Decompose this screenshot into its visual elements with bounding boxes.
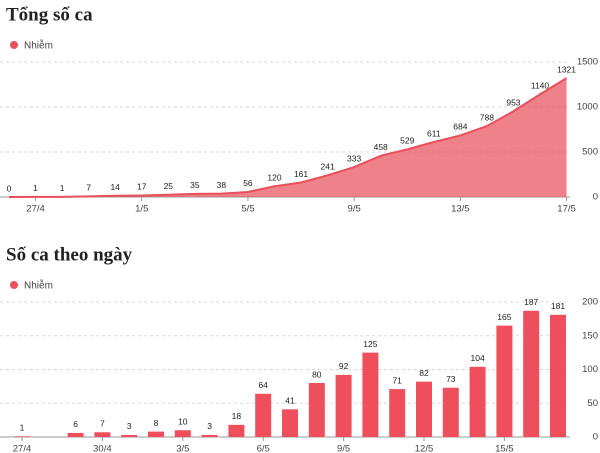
bar — [282, 409, 298, 437]
bar — [362, 352, 379, 437]
data-label: 1 — [20, 423, 25, 433]
data-label: 458 — [374, 142, 388, 152]
data-label: 71 — [392, 375, 402, 385]
data-label: 10 — [178, 417, 188, 427]
data-label: 788 — [480, 112, 494, 122]
x-tick-label: 27/4 — [26, 204, 45, 215]
data-label: 6 — [73, 419, 78, 429]
data-label: 3 — [127, 421, 132, 431]
data-label: 0 — [7, 183, 12, 193]
data-label: 80 — [312, 369, 322, 379]
bar — [255, 393, 272, 437]
data-label: 161 — [294, 169, 308, 179]
bar — [174, 430, 191, 437]
x-tick-label: 15/5 — [495, 444, 514, 453]
bar — [14, 436, 30, 437]
x-tick-label: 30/4 — [93, 444, 112, 453]
x-tick-label: 27/4 — [13, 444, 32, 453]
data-label: 1321 — [557, 64, 576, 74]
chart-title: Số ca theo ngày — [6, 244, 133, 265]
x-tick-label: 12/5 — [415, 444, 434, 453]
y-tick-label: 50 — [587, 398, 598, 409]
bar — [335, 374, 352, 437]
x-tick-label: 3/5 — [176, 444, 189, 453]
bar — [121, 434, 138, 437]
bar — [496, 325, 513, 437]
legend-marker — [10, 281, 18, 289]
x-tick-label: 6/5 — [257, 444, 270, 453]
y-tick-label: 100 — [582, 364, 598, 375]
data-label: 181 — [551, 301, 565, 311]
data-label: 64 — [258, 380, 268, 390]
bar — [148, 431, 164, 437]
line — [8, 77, 568, 198]
x-tick-label: 9/5 — [348, 204, 361, 215]
y-tick-label: 1500 — [577, 57, 598, 68]
data-label: 56 — [243, 178, 253, 188]
data-label: 7 — [100, 419, 105, 429]
area — [9, 78, 567, 197]
data-label: 684 — [453, 122, 467, 132]
data-label: 1 — [60, 183, 65, 193]
y-tick-label: 1000 — [577, 102, 598, 113]
y-tick-label: 200 — [582, 297, 598, 308]
legend-marker — [10, 41, 18, 49]
data-label: 7 — [86, 183, 91, 193]
data-label: 104 — [471, 353, 485, 363]
data-label: 953 — [506, 97, 520, 107]
y-tick-label: 500 — [582, 147, 598, 158]
data-label: 38 — [217, 180, 227, 190]
bar — [228, 424, 245, 437]
x-tick-label: 5/5 — [241, 204, 254, 215]
bar — [94, 432, 111, 437]
bar — [416, 381, 432, 437]
data-label: 120 — [267, 172, 281, 182]
data-label: 25 — [164, 181, 174, 191]
x-tick-label: 9/5 — [337, 444, 350, 453]
bar — [67, 432, 84, 437]
bar — [442, 387, 459, 437]
data-label: 1 — [33, 183, 38, 193]
data-label: 73 — [446, 374, 456, 384]
data-label: 187 — [524, 297, 538, 307]
data-label: 165 — [497, 312, 511, 322]
data-label: 8 — [154, 418, 159, 428]
legend-label: Nhiễm — [24, 39, 53, 52]
y-tick-label: 0 — [593, 432, 598, 443]
data-label: 125 — [363, 339, 377, 349]
data-label: 611 — [427, 128, 441, 138]
data-label: 1140 — [531, 81, 550, 91]
data-label: 241 — [321, 162, 335, 172]
data-label: 18 — [232, 411, 242, 421]
data-label: 35 — [190, 180, 200, 190]
data-label: 82 — [419, 368, 429, 378]
bar — [550, 314, 566, 437]
x-tick-label: 1/5 — [135, 204, 148, 215]
legend-label: Nhiễm — [24, 279, 53, 292]
y-tick-label: 150 — [582, 330, 598, 341]
bar — [469, 366, 486, 437]
y-tick-label: 0 — [593, 192, 598, 203]
data-label: 529 — [400, 136, 414, 146]
bar — [523, 310, 540, 437]
data-label: 17 — [137, 182, 147, 192]
bar — [389, 389, 406, 437]
data-label: 41 — [285, 396, 295, 406]
x-tick-label: 17/5 — [557, 204, 576, 215]
bar — [201, 434, 218, 437]
data-label: 333 — [347, 153, 361, 163]
data-label: 14 — [110, 182, 120, 192]
data-label: 92 — [339, 361, 349, 371]
x-tick-label: 13/5 — [451, 204, 470, 215]
chart-title: Tổng số ca — [6, 4, 93, 25]
bar — [308, 383, 325, 437]
data-label: 3 — [207, 421, 212, 431]
